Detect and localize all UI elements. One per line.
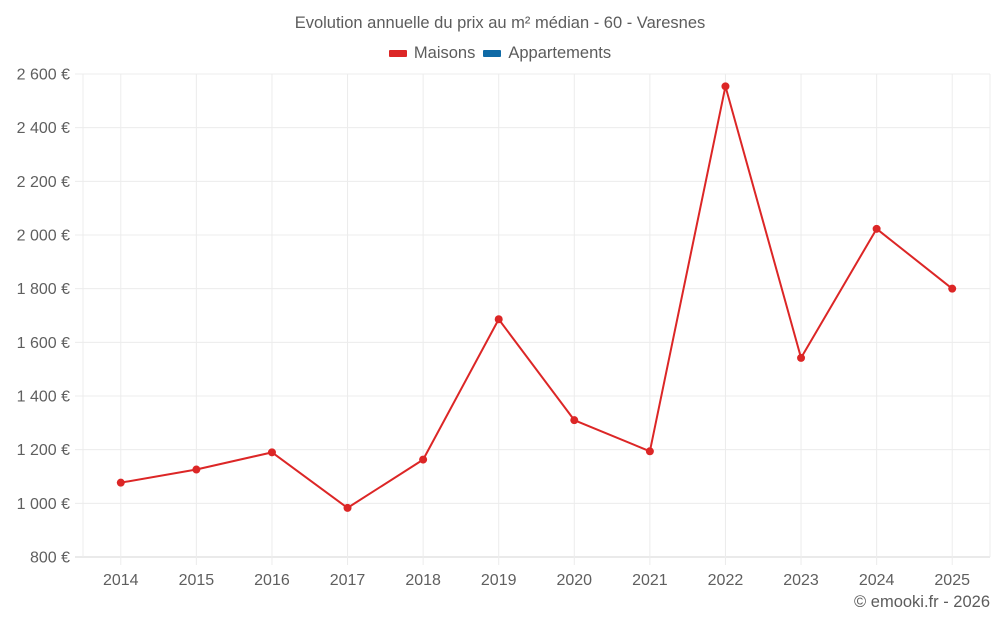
data-point[interactable] <box>494 315 503 324</box>
credit-text: © emooki.fr - 2026 <box>854 593 990 611</box>
x-tick-label: 2019 <box>481 572 517 589</box>
x-tick-label: 2016 <box>254 572 290 589</box>
y-tick-label: 1 800 € <box>17 281 70 298</box>
x-axis: 2014 2015 2016 2017 2018 2019 2020 2021 2022 2023… <box>103 572 970 589</box>
chart-title: Evolution annuelle du prix au m² médian … <box>294 14 706 32</box>
y-tick-label: 1 600 € <box>17 335 70 352</box>
legend-swatch-maisons <box>388 50 407 57</box>
x-tick-label: 2024 <box>859 572 895 589</box>
y-tick-label: 2 600 € <box>17 67 70 84</box>
series-maisons <box>116 82 957 512</box>
y-tick-label: 800 € <box>30 550 70 567</box>
x-tick-label: 2022 <box>708 572 744 589</box>
y-tick-label: 1 000 € <box>17 496 70 513</box>
data-point[interactable] <box>570 416 579 425</box>
x-tick-label: 2020 <box>556 572 592 589</box>
legend-swatch-appartements <box>483 50 502 57</box>
legend: Maisons Appartements <box>0 44 1000 63</box>
legend-label-maisons: Maisons <box>413 44 476 62</box>
gridlines <box>75 73 991 565</box>
data-point[interactable] <box>872 224 881 233</box>
legend-label-appartements: Appartements <box>508 44 612 62</box>
data-point[interactable] <box>116 478 125 487</box>
data-point[interactable] <box>192 465 201 474</box>
legend-item-appartements[interactable]: Appartements <box>483 44 611 63</box>
y-tick-label: 2 000 € <box>17 228 70 245</box>
y-tick-label: 1 200 € <box>17 442 70 459</box>
data-point[interactable] <box>267 448 276 457</box>
data-point[interactable] <box>645 447 654 456</box>
data-point[interactable] <box>948 284 957 293</box>
y-axis: 800 € 1 000 € 1 200 € 1 400 € 1 600 € 1 800 €… <box>17 67 70 567</box>
y-tick-label: 2 400 € <box>17 120 70 137</box>
data-point[interactable] <box>419 455 428 464</box>
x-tick-label: 2015 <box>179 572 215 589</box>
x-tick-label: 2023 <box>783 572 819 589</box>
x-tick-label: 2014 <box>103 572 139 589</box>
y-tick-label: 1 400 € <box>17 389 70 406</box>
x-tick-label: 2021 <box>632 572 668 589</box>
data-point[interactable] <box>797 353 806 362</box>
x-tick-label: 2025 <box>934 572 970 589</box>
x-tick-label: 2018 <box>405 572 441 589</box>
legend-item-maisons[interactable]: Maisons <box>388 44 476 63</box>
data-point[interactable] <box>343 503 352 512</box>
x-tick-label: 2017 <box>330 572 366 589</box>
data-point[interactable] <box>721 82 730 91</box>
y-tick-label: 2 200 € <box>17 174 70 191</box>
